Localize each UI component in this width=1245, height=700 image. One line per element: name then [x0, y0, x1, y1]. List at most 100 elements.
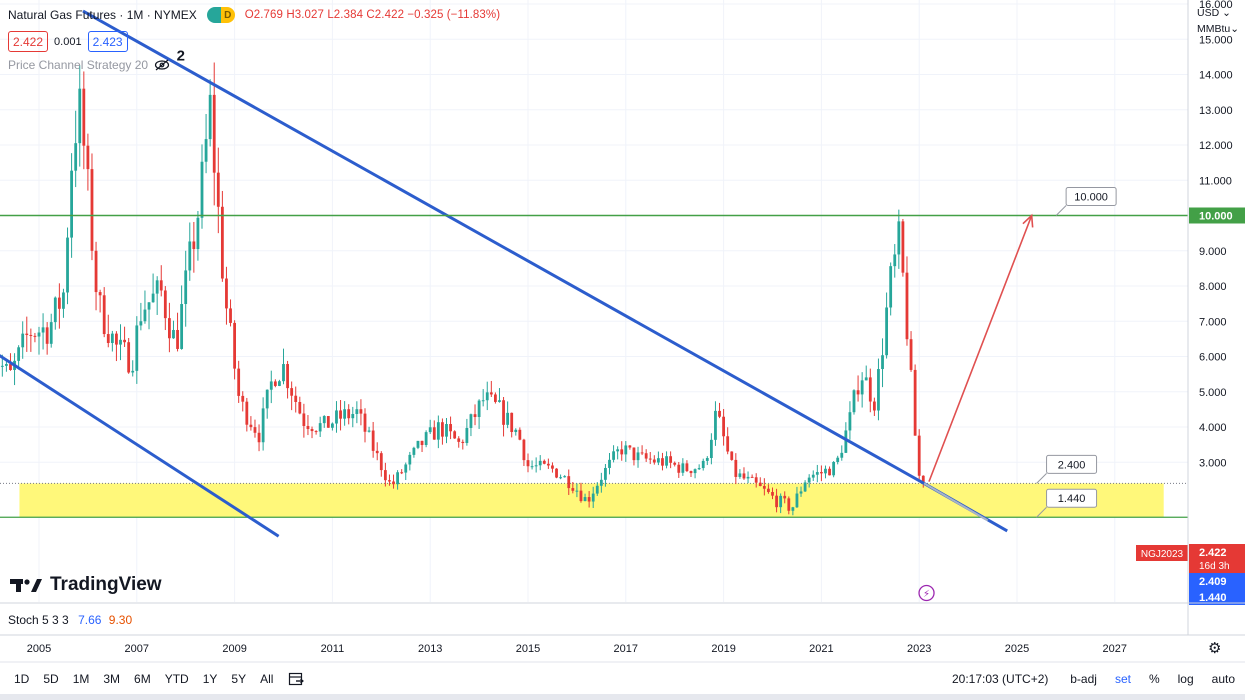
candle-body [331, 423, 334, 428]
candle-body [176, 329, 179, 349]
support-price-tag: 1.440 [1199, 592, 1227, 604]
projection-arrow-head [1022, 213, 1034, 228]
candle-body [518, 429, 522, 440]
candle-body [143, 309, 147, 322]
stoch-d-value: 9.30 [108, 613, 133, 627]
candle-body [905, 272, 909, 340]
timeframe-6m[interactable]: 6M [134, 672, 151, 686]
projection-arrow [928, 215, 1033, 482]
candle-body [286, 364, 289, 389]
chevron-down-icon: ⌄ [1219, 7, 1231, 19]
candle-body [94, 250, 98, 293]
price-axis[interactable]: 16.000 15.000 14.000 13.000 12.000 11.000 10.0… [1136, 0, 1245, 635]
clock[interactable]: 20:17:03 (UTC+2) [952, 672, 1049, 686]
candle-body [783, 495, 787, 499]
go-to-date-icon[interactable] [288, 672, 304, 686]
market-status-badge[interactable]: D [206, 7, 235, 23]
candle-body [661, 458, 664, 466]
candle-body [608, 459, 611, 468]
candle-body [477, 400, 481, 418]
sell-button[interactable]: 2.422 [8, 31, 49, 52]
candle-body [139, 321, 143, 326]
candle-body [188, 241, 192, 271]
candle-body [208, 94, 212, 140]
eye-hidden-icon[interactable] [154, 59, 170, 71]
settlement-toggle[interactable]: set [1114, 672, 1131, 686]
strategy-name[interactable]: Price Channel Strategy 20 [8, 58, 149, 72]
candle-body [465, 427, 469, 444]
candle-body [693, 469, 697, 474]
candle-body [86, 145, 90, 170]
candle-body [787, 498, 791, 511]
auto-scale-toggle[interactable]: auto [1211, 672, 1235, 686]
candle-body [314, 431, 318, 433]
settings-gear-icon[interactable]: ⚙ [1208, 640, 1222, 657]
candle-body [294, 395, 298, 402]
candle-body [278, 381, 281, 386]
candle-body [599, 479, 603, 486]
timeframe-3m[interactable]: 3M [103, 672, 121, 686]
candle-body [502, 400, 505, 425]
candle-body [123, 339, 126, 343]
candle-body [514, 429, 518, 433]
bid-price-tag: 2.409 [1199, 576, 1227, 588]
candle-body [628, 445, 632, 448]
candle-body [534, 465, 538, 467]
candle-body [119, 339, 122, 345]
b-adj-toggle[interactable]: b-adj [1070, 672, 1097, 686]
candle-body [498, 400, 501, 402]
candle-body [57, 297, 61, 309]
symbol-title[interactable]: Natural Gas Futures · 1M · NYMEX [8, 8, 197, 22]
price-tick-label: 16.000 [1199, 0, 1233, 11]
candle-body [355, 409, 359, 414]
candle-body [29, 334, 33, 336]
stoch-name[interactable]: Stoch 5 3 3 [8, 613, 69, 627]
timeframe-1m[interactable]: 1M [72, 672, 90, 686]
candle-body [530, 466, 534, 468]
timeframe-ytd[interactable]: YTD [164, 672, 189, 686]
candle-body [734, 459, 738, 477]
currency-label: USD [1197, 7, 1220, 19]
callout-text: 2.400 [1058, 459, 1086, 471]
timeframe-1d[interactable]: 1D [14, 672, 30, 686]
time-axis[interactable]: 2005 2007 2009 2011 2013 2015 2017 2019 2021 2023… [27, 643, 1127, 655]
timeframe-1y[interactable]: 1Y [202, 672, 218, 686]
percent-scale-toggle[interactable]: % [1148, 672, 1160, 686]
log-scale-toggle[interactable]: log [1177, 672, 1194, 686]
candle-body [718, 410, 721, 417]
ohlc-values: O2.769 H3.027 L2.384 C2.422 −0.325 (−11.… [244, 9, 501, 21]
candle-body [481, 400, 485, 402]
timeframe-all[interactable]: All [260, 672, 274, 686]
time-tick-label: 2007 [125, 643, 149, 655]
candle-body [45, 327, 49, 344]
candle-body [567, 476, 571, 489]
callout-text: 10.000 [1074, 192, 1108, 204]
candle-body [66, 237, 69, 293]
currency-selector[interactable]: USD ⌄ MMBtu⌄ [1197, 5, 1239, 37]
time-tick-label: 2019 [711, 643, 735, 655]
candle-body [445, 424, 448, 437]
candle-body [510, 412, 514, 433]
candle-body [832, 461, 836, 476]
candle-body [901, 221, 905, 273]
timeframe-5d[interactable]: 5D [43, 672, 59, 686]
candle-body [494, 394, 497, 402]
buy-button[interactable]: 2.423 [87, 31, 128, 52]
candle-body [807, 477, 811, 483]
resistance-price-tag-bg [1189, 207, 1245, 224]
candle-body [9, 364, 12, 370]
candle-body [90, 169, 94, 251]
candle-body [697, 468, 701, 470]
candle-body [840, 452, 844, 458]
candle-body [852, 390, 856, 413]
window-bottom-strip [0, 694, 1245, 700]
candle-body [485, 392, 489, 401]
candle-body [196, 217, 200, 250]
candle-body [180, 304, 184, 349]
candle-body [775, 495, 778, 508]
candle-body [555, 468, 558, 478]
timeframe-5y[interactable]: 5Y [231, 672, 247, 686]
candle-body [889, 266, 893, 308]
